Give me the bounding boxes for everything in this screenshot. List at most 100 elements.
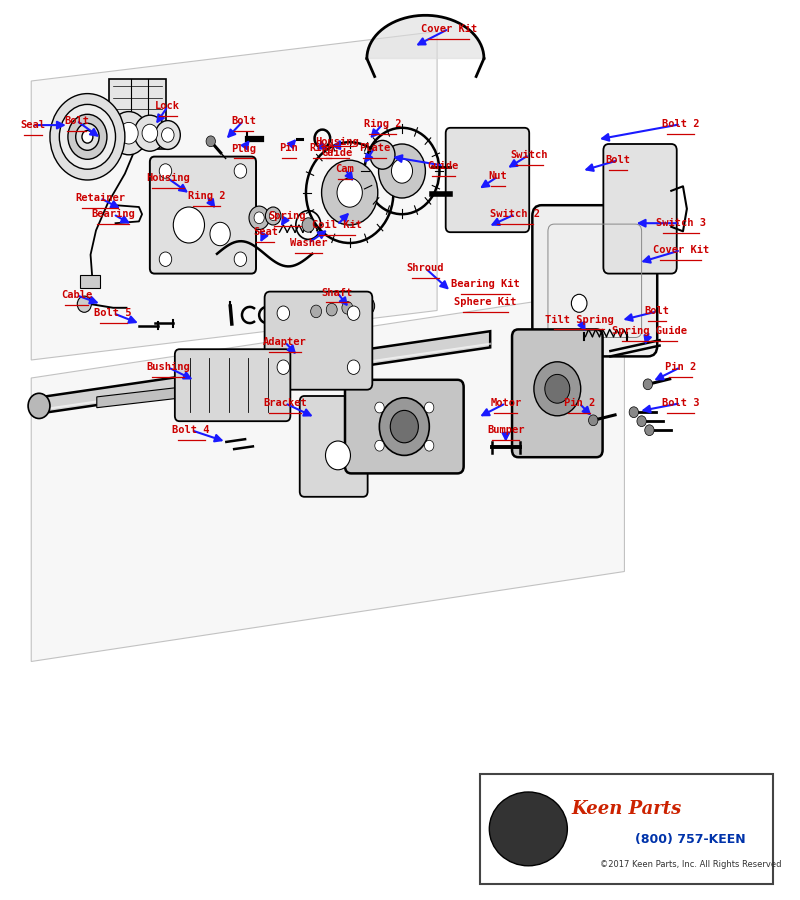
FancyBboxPatch shape bbox=[175, 349, 290, 421]
Text: Bearing Kit: Bearing Kit bbox=[451, 279, 520, 290]
Text: Bolt 2: Bolt 2 bbox=[662, 119, 699, 130]
Polygon shape bbox=[31, 32, 437, 360]
Text: Bumper: Bumper bbox=[487, 425, 525, 436]
Circle shape bbox=[76, 123, 99, 150]
Text: Housing: Housing bbox=[146, 173, 190, 184]
Circle shape bbox=[206, 136, 215, 147]
Text: Cover Kit: Cover Kit bbox=[653, 245, 709, 256]
Circle shape bbox=[249, 206, 270, 230]
Text: Plate: Plate bbox=[359, 142, 390, 153]
Circle shape bbox=[155, 121, 180, 149]
Text: Switch 2: Switch 2 bbox=[490, 209, 540, 220]
Text: Bushing: Bushing bbox=[146, 362, 190, 373]
Circle shape bbox=[391, 158, 413, 184]
Text: Washer: Washer bbox=[290, 238, 327, 248]
Circle shape bbox=[159, 164, 172, 178]
Circle shape bbox=[390, 410, 418, 443]
Polygon shape bbox=[367, 15, 484, 58]
Text: Ring 2: Ring 2 bbox=[188, 191, 226, 202]
Text: Shaft: Shaft bbox=[322, 287, 353, 298]
Text: Bolt: Bolt bbox=[645, 306, 670, 317]
Circle shape bbox=[310, 305, 322, 318]
Text: Lock: Lock bbox=[155, 101, 180, 112]
Text: Spring: Spring bbox=[269, 211, 306, 221]
Circle shape bbox=[174, 207, 205, 243]
Circle shape bbox=[90, 136, 100, 147]
Circle shape bbox=[337, 178, 362, 207]
Text: Pin 2: Pin 2 bbox=[665, 362, 696, 373]
Ellipse shape bbox=[490, 792, 567, 866]
Text: Plug: Plug bbox=[231, 143, 256, 154]
Polygon shape bbox=[36, 331, 490, 414]
Circle shape bbox=[210, 222, 230, 246]
Circle shape bbox=[119, 122, 138, 144]
Text: Pin: Pin bbox=[279, 142, 298, 153]
Circle shape bbox=[347, 360, 360, 374]
Circle shape bbox=[375, 440, 384, 451]
Circle shape bbox=[378, 144, 426, 198]
Circle shape bbox=[643, 379, 653, 390]
Circle shape bbox=[326, 441, 350, 470]
Circle shape bbox=[375, 402, 384, 413]
Text: Nut: Nut bbox=[489, 171, 507, 182]
Circle shape bbox=[28, 393, 50, 419]
Text: Motor: Motor bbox=[490, 398, 522, 409]
Text: Switch 3: Switch 3 bbox=[656, 218, 706, 229]
Text: Keen Parts: Keen Parts bbox=[571, 800, 682, 818]
Text: Bolt 5: Bolt 5 bbox=[94, 308, 132, 319]
Text: Bolt: Bolt bbox=[231, 115, 256, 126]
Text: Bolt 4: Bolt 4 bbox=[173, 425, 210, 436]
FancyBboxPatch shape bbox=[603, 144, 677, 274]
Circle shape bbox=[234, 252, 246, 266]
Text: ©2017 Keen Parts, Inc. All Rights Reserved: ©2017 Keen Parts, Inc. All Rights Reserv… bbox=[600, 860, 782, 868]
FancyBboxPatch shape bbox=[446, 128, 530, 232]
FancyBboxPatch shape bbox=[150, 157, 256, 274]
Circle shape bbox=[637, 416, 646, 427]
Circle shape bbox=[322, 160, 378, 225]
Circle shape bbox=[110, 112, 147, 155]
Circle shape bbox=[291, 307, 306, 325]
Text: Seat: Seat bbox=[253, 227, 278, 238]
Circle shape bbox=[425, 440, 434, 451]
Circle shape bbox=[82, 130, 93, 143]
Text: Tilt Spring: Tilt Spring bbox=[545, 314, 614, 325]
Circle shape bbox=[134, 115, 166, 151]
Text: Retainer: Retainer bbox=[75, 193, 125, 203]
Circle shape bbox=[234, 164, 246, 178]
FancyBboxPatch shape bbox=[512, 329, 602, 457]
Text: Sphere Kit: Sphere Kit bbox=[454, 297, 517, 308]
Circle shape bbox=[425, 402, 434, 413]
Circle shape bbox=[78, 296, 91, 312]
Circle shape bbox=[277, 360, 290, 374]
Circle shape bbox=[629, 407, 638, 418]
Text: Adapter: Adapter bbox=[263, 337, 306, 347]
Circle shape bbox=[545, 374, 570, 403]
Text: Ring: Ring bbox=[309, 142, 334, 153]
Text: Seal: Seal bbox=[20, 120, 46, 130]
Circle shape bbox=[534, 362, 581, 416]
Text: Bearing: Bearing bbox=[91, 209, 135, 220]
Circle shape bbox=[589, 415, 598, 426]
Text: Housing
Guide: Housing Guide bbox=[315, 137, 359, 158]
Polygon shape bbox=[110, 79, 166, 149]
Text: Bolt: Bolt bbox=[64, 115, 89, 126]
Circle shape bbox=[142, 124, 158, 142]
Text: Pin 2: Pin 2 bbox=[563, 398, 594, 409]
FancyBboxPatch shape bbox=[265, 292, 372, 390]
Text: Ring 2: Ring 2 bbox=[364, 119, 402, 130]
Circle shape bbox=[326, 303, 337, 316]
Circle shape bbox=[370, 140, 395, 169]
FancyBboxPatch shape bbox=[480, 774, 773, 884]
Circle shape bbox=[254, 212, 264, 223]
Text: Cable: Cable bbox=[61, 290, 92, 301]
Circle shape bbox=[266, 207, 281, 225]
Text: (800) 757-KEEN: (800) 757-KEEN bbox=[635, 833, 746, 846]
FancyBboxPatch shape bbox=[300, 396, 368, 497]
Text: Switch: Switch bbox=[510, 149, 548, 160]
Circle shape bbox=[159, 252, 172, 266]
Circle shape bbox=[645, 425, 654, 436]
Text: Bolt 3: Bolt 3 bbox=[662, 398, 699, 409]
Text: Cam: Cam bbox=[336, 164, 354, 175]
Circle shape bbox=[59, 104, 115, 169]
Circle shape bbox=[571, 294, 587, 312]
